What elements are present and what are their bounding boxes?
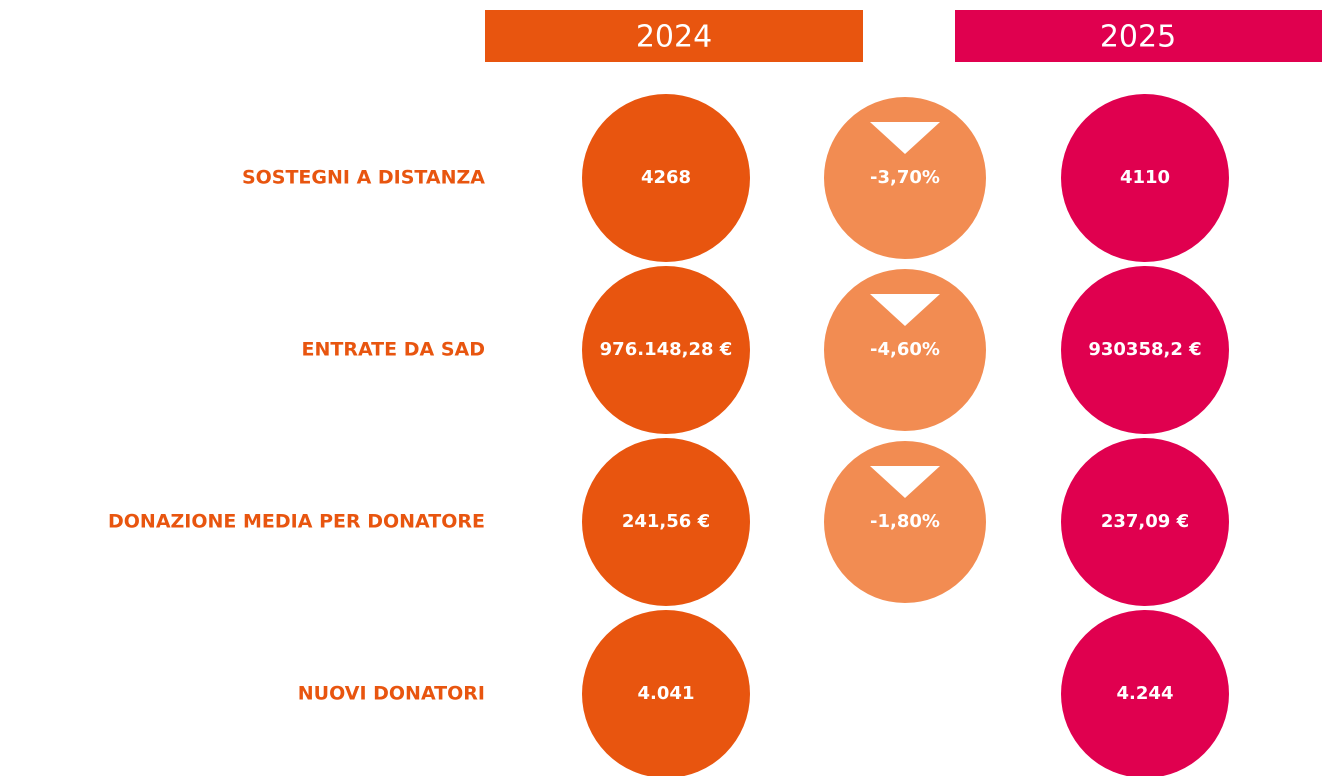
- value-right: 4110: [1120, 167, 1170, 188]
- value-change: -4,60%: [870, 339, 940, 360]
- header-bar-left: [485, 10, 863, 62]
- row-label: DONAZIONE MEDIA PER DONATORE: [108, 511, 485, 533]
- circle-right: [1061, 266, 1229, 434]
- circle-right: [1061, 438, 1229, 606]
- value-left: 976.148,28 €: [600, 339, 733, 360]
- circle-left: [582, 94, 750, 262]
- circle-right: [1061, 94, 1229, 262]
- circle-change: [818, 91, 992, 265]
- circle-right: [1061, 610, 1229, 778]
- header-bar-right: [955, 10, 1322, 62]
- header-year-right: 2025: [1100, 20, 1176, 55]
- value-left: 4268: [641, 167, 691, 188]
- circle-left: [582, 610, 750, 778]
- value-right: 930358,2 €: [1088, 339, 1201, 360]
- row-label: ENTRATE DA SAD: [301, 339, 485, 361]
- value-right: 4.244: [1117, 683, 1174, 704]
- circle-left: [582, 266, 750, 434]
- value-right: 237,09 €: [1101, 511, 1189, 532]
- circle-change: [818, 435, 992, 609]
- circle-change: [818, 263, 992, 437]
- value-left: 4.041: [638, 683, 695, 704]
- down-triangle: [870, 466, 940, 498]
- down-triangle: [870, 294, 940, 326]
- header-year-left: 2024: [636, 20, 712, 55]
- down-triangle: [870, 122, 940, 154]
- value-change: -1,80%: [870, 511, 940, 532]
- row-label: SOSTEGNI A DISTANZA: [242, 167, 485, 189]
- value-change: -3,70%: [870, 167, 940, 188]
- row-label: NUOVI DONATORI: [298, 683, 485, 705]
- circle-left: [582, 438, 750, 606]
- value-left: 241,56 €: [622, 511, 710, 532]
